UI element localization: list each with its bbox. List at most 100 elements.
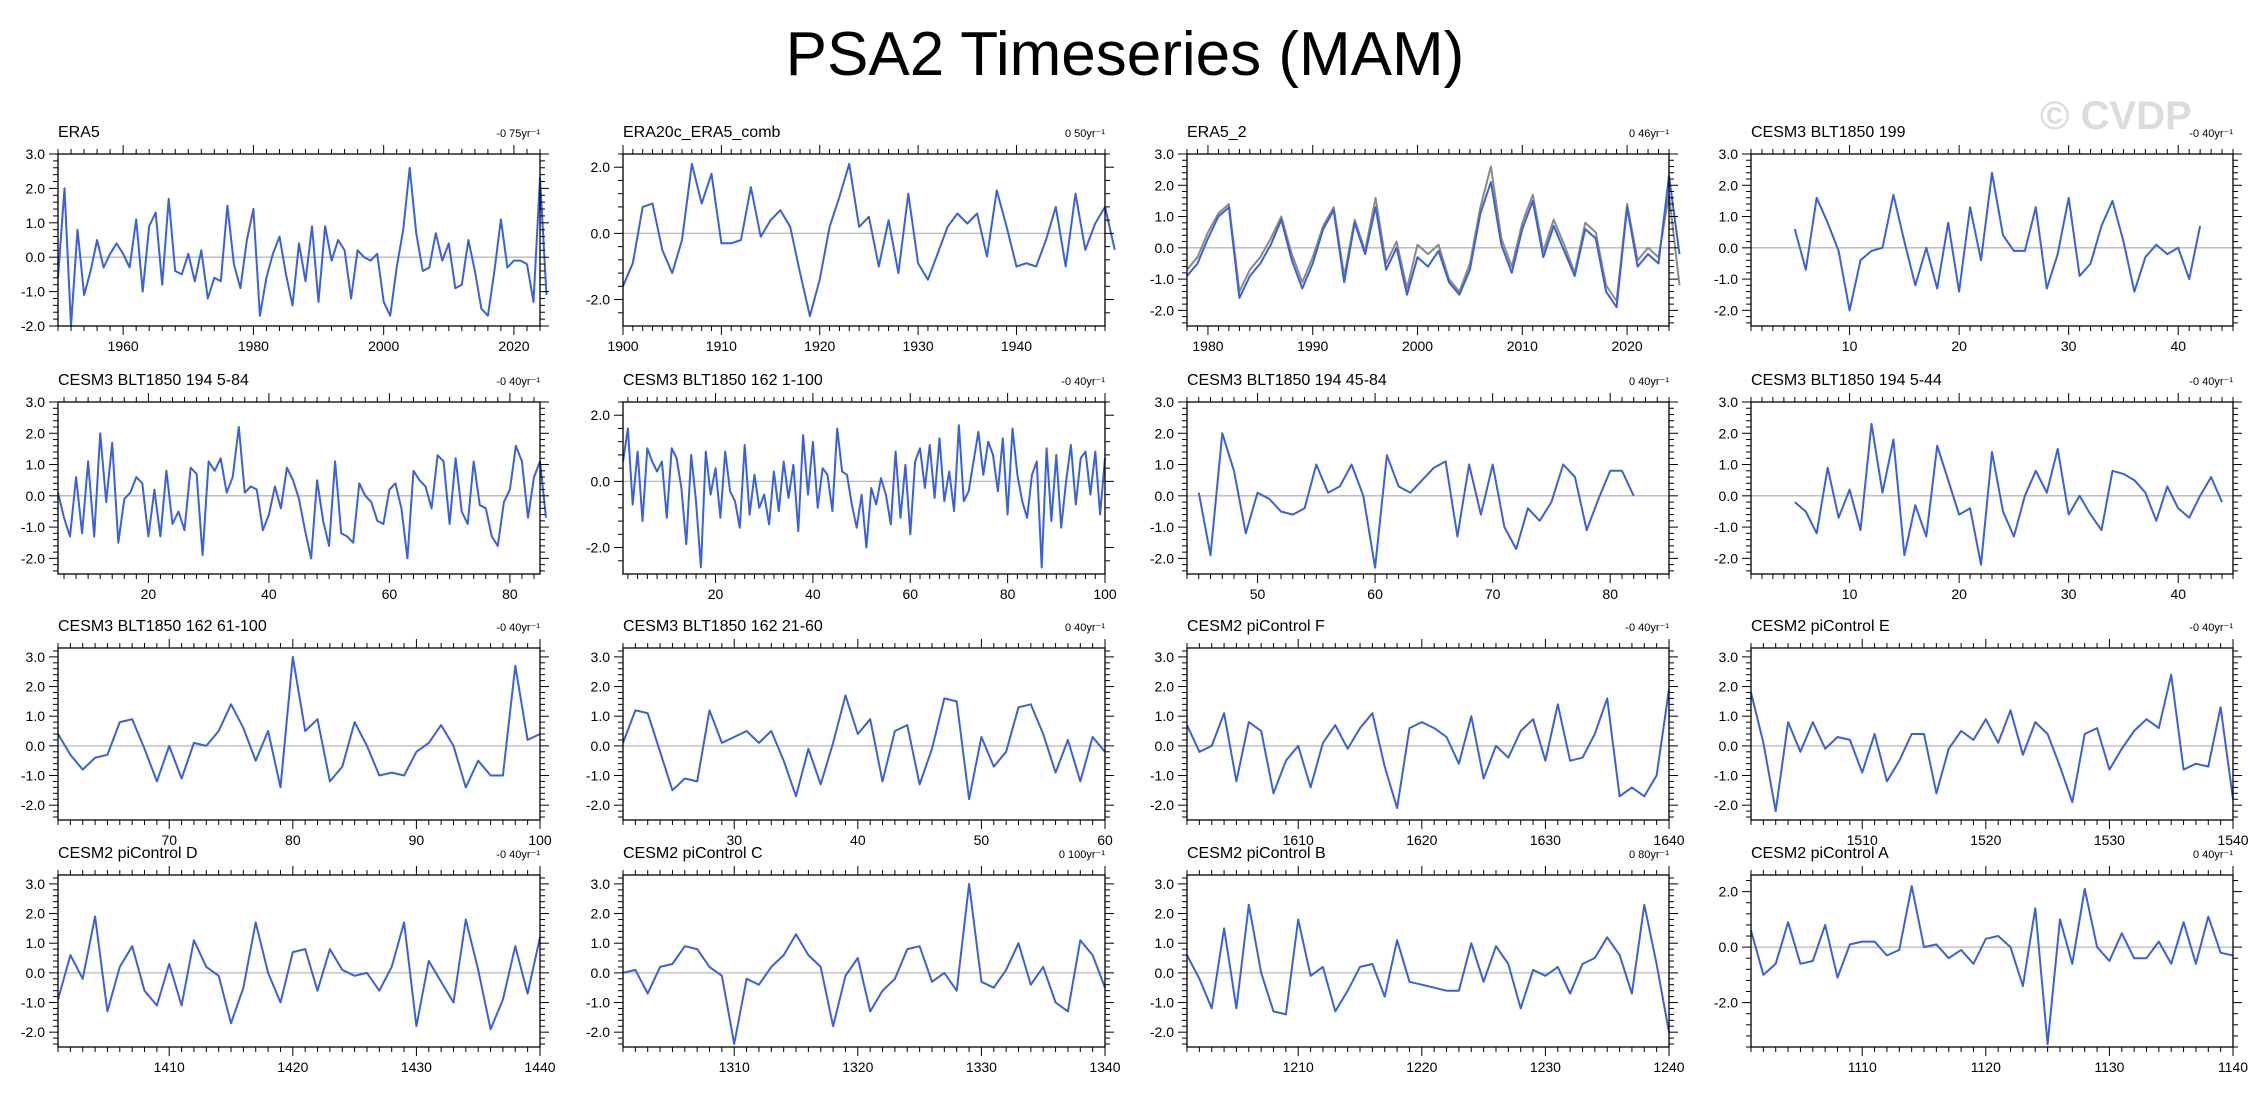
y-tick-label: 0.0 [1155,488,1175,504]
plot-frame [1186,401,1670,575]
y-tick-label: 2.0 [1719,177,1739,193]
panel-era5-2: 3.0 2.0 1.0 0.0 -1.0 -2.0 1980 1990 2000 2010 2020… [1150,124,1681,354]
x-tick-label: 1640 [1653,832,1684,848]
trend-label: 0 40yr⁻¹ [1065,622,1105,634]
plot-frame [57,874,541,1048]
y-tick-label: 1.0 [26,935,46,951]
y-tick-label: 0.0 [591,473,611,489]
panel-title: ERA5_2 [1187,124,1247,141]
x-tick-label: 1540 [2217,832,2248,848]
panel-cesm3-blt1850-194-5-84: 3.0 2.0 1.0 0.0 -1.0 -2.0 20 40 60 80 CESM3 BLT185… [21,372,549,602]
y-tick-label: 0.0 [1155,240,1175,256]
series-line-cesm3-blt1850-194-5-84 [57,426,547,560]
x-tick-label: 40 [2170,338,2186,354]
y-tick-label: -2.0 [21,318,45,334]
y-tick-label: 1.0 [1719,209,1739,225]
y-tick-label: 1.0 [26,215,46,231]
x-tick-label: 20 [708,586,724,602]
panel-title: CESM2 piControl F [1187,618,1325,635]
y-tick-label: 0.0 [1719,240,1739,256]
y-tick-label: 2.0 [591,159,611,175]
series-line-cesm2-picontrol-e [1750,673,2234,813]
x-tick-label: 40 [261,586,277,602]
x-tick-label: 2020 [1612,338,1643,354]
series-line-era5 [57,166,548,327]
y-tick-label: -1.0 [1150,995,1174,1011]
x-tick-label: 1130 [2094,1059,2124,1075]
series-line-era20c-era5-comb [622,162,1116,318]
x-tick-label: 1240 [1653,1059,1684,1075]
y-tick-label: 1.0 [591,708,611,724]
x-tick-label: 70 [161,832,177,848]
trend-label: -0 40yr⁻¹ [2189,376,2233,388]
panel-title: CESM3 BLT1850 194 45-84 [1187,372,1387,389]
x-tick-label: 20 [1951,586,1967,602]
series-line-era5-2 [1186,174,1681,309]
series-line-cesm3-blt1850-162-61-100 [57,655,541,789]
y-tick-label: -2.0 [21,550,45,566]
x-tick-label: 1110 [1848,1059,1877,1075]
y-tick-label: 2.0 [26,679,46,695]
y-tick-label: 0.0 [1155,965,1175,981]
y-tick-label: 0.0 [26,738,46,754]
x-tick-label: 20 [141,586,157,602]
x-tick-label: 60 [902,586,918,602]
y-tick-label: -1.0 [1150,519,1174,535]
y-tick-label: -1.0 [1714,271,1738,287]
x-tick-label: 2000 [1402,338,1433,354]
panel-title: CESM3 BLT1850 194 5-44 [1751,372,1942,389]
y-tick-label: 0.0 [591,738,611,754]
y-tick-label: 2.0 [1719,679,1739,695]
y-tick-label: 3.0 [1155,394,1175,410]
y-tick-label: 0.0 [591,225,611,241]
x-tick-label: 1340 [1089,1059,1120,1075]
y-tick-label: -1.0 [586,995,610,1011]
figure-title: PSA2 Timeseries (MAM) [785,20,1465,89]
y-tick-label: -2.0 [1150,1024,1174,1040]
trend-label: -0 40yr⁻¹ [1061,376,1105,388]
panel-cesm3-blt1850-162-1-100: 2.0 0.0 -2.0 20 40 60 80 100 CESM3 BLT1850 162 1… [586,372,1117,602]
x-tick-label: 100 [1093,586,1117,602]
y-tick-label: -2.0 [1150,302,1174,318]
y-tick-label: 0.0 [26,965,46,981]
x-tick-label: 80 [1602,586,1618,602]
panel-title: CESM2 piControl C [623,845,763,862]
x-tick-label: 1960 [108,338,139,354]
plot-frame [622,401,1106,575]
x-tick-label: 1610 [1283,832,1314,848]
y-tick-label: -1.0 [21,519,45,535]
series-line-cesm2-picontrol-f [1186,689,1670,810]
y-tick-label: -1.0 [1150,271,1174,287]
panel-cesm3-blt1850-162-61-100: 3.0 2.0 1.0 0.0 -1.0 -2.0 70 80 90 100 CESM3 BLT18… [21,618,552,848]
trend-label: -0 40yr⁻¹ [496,849,540,861]
y-tick-label: 0.0 [1719,939,1739,955]
trend-label: -0 40yr⁻¹ [2189,622,2233,634]
x-tick-label: 30 [2061,586,2077,602]
y-tick-label: -2.0 [586,540,610,556]
y-tick-label: 1.0 [1155,708,1175,724]
x-tick-label: 50 [1250,586,1266,602]
x-tick-label: 1930 [903,338,934,354]
x-tick-label: 30 [726,832,742,848]
x-tick-label: 1310 [719,1059,750,1075]
y-tick-label: 1.0 [591,935,611,951]
series-line-cesm3-blt1850-194-45-84 [1197,432,1635,569]
x-tick-label: 1940 [1001,338,1032,354]
panel-title: CESM2 piControl B [1187,845,1326,862]
panel-title: CESM3 BLT1850 162 1-100 [623,372,823,389]
panel-era20c-era5-comb: 2.0 0.0 -2.0 1900 1910 1920 1930 1940 ERA20c_ERA… [586,124,1116,354]
y-tick-label: 2.0 [26,425,46,441]
y-tick-label: 0.0 [26,488,46,504]
x-tick-label: 1980 [238,338,269,354]
x-tick-label: 60 [1367,586,1383,602]
y-tick-label: -2.0 [21,1024,45,1040]
y-tick-label: 2.0 [1155,679,1175,695]
trend-label: -0 40yr⁻¹ [496,376,540,388]
panel-cesm2-picontrol-c: 3.0 2.0 1.0 0.0 -1.0 -2.0 1310 1320 1330 1340 CESM… [586,845,1121,1075]
y-tick-label: 3.0 [26,394,46,410]
x-tick-label: 1620 [1406,832,1437,848]
x-tick-label: 70 [1485,586,1501,602]
x-tick-label: 90 [409,832,425,848]
y-tick-label: -1.0 [586,768,610,784]
